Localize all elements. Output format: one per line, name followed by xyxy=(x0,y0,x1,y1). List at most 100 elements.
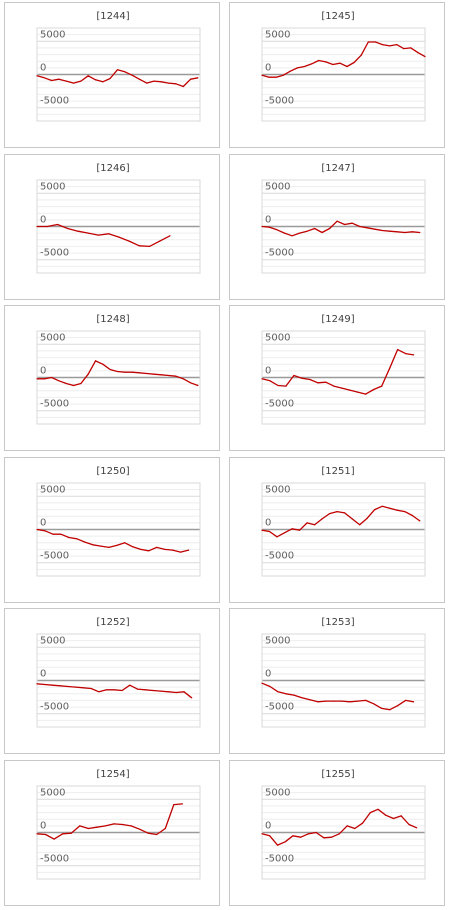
data-point xyxy=(277,691,279,693)
chart-svg: 5000 0 -5000 [1253] xyxy=(261,617,426,728)
data-point xyxy=(374,509,376,511)
data-point xyxy=(261,529,263,531)
data-point xyxy=(75,686,77,688)
data-point xyxy=(344,512,346,514)
data-point xyxy=(381,44,384,46)
data-point xyxy=(190,78,192,80)
data-point xyxy=(381,707,383,709)
series-line xyxy=(37,223,171,248)
series-line xyxy=(36,528,189,553)
data-point xyxy=(283,532,286,534)
data-point xyxy=(396,44,398,46)
data-point xyxy=(331,836,333,838)
data-point xyxy=(349,389,351,391)
data-point xyxy=(138,78,140,80)
data-point xyxy=(338,833,340,835)
data-point xyxy=(261,833,263,835)
data-point xyxy=(377,808,379,810)
data-point xyxy=(277,384,279,387)
series-line xyxy=(261,41,426,78)
data-point xyxy=(354,827,356,830)
data-point xyxy=(109,77,111,80)
data-point xyxy=(65,80,67,82)
data-point xyxy=(301,697,303,699)
data-point xyxy=(336,511,338,513)
y-tick-label: 0 xyxy=(40,215,46,226)
data-point xyxy=(396,231,398,233)
data-point xyxy=(351,222,353,224)
data-point xyxy=(269,380,271,382)
data-point xyxy=(381,385,383,387)
chart-panel: 5000 0 -5000 [1250] xyxy=(4,457,220,603)
data-point xyxy=(341,387,343,389)
data-point xyxy=(121,823,124,826)
data-point xyxy=(275,76,277,78)
data-point xyxy=(323,837,325,839)
chart-svg: 5000 0 -5000 [1252] xyxy=(36,617,201,728)
data-point xyxy=(424,56,426,58)
data-point xyxy=(36,378,38,380)
data-point xyxy=(293,694,295,696)
data-point xyxy=(293,374,295,377)
data-point xyxy=(314,524,316,526)
series-line xyxy=(261,505,421,538)
data-point xyxy=(102,81,104,83)
y-tick-label: 0 xyxy=(40,669,46,680)
y-tick-label: 0 xyxy=(40,821,46,832)
data-point xyxy=(167,691,170,693)
data-point xyxy=(124,371,126,373)
data-point xyxy=(56,223,59,226)
data-point xyxy=(94,360,97,362)
data-point xyxy=(276,844,279,846)
data-point xyxy=(168,82,170,84)
data-point xyxy=(374,41,376,43)
data-point xyxy=(68,536,70,539)
data-point xyxy=(392,817,395,820)
y-tick-label: 5000 xyxy=(40,181,65,192)
data-point xyxy=(51,79,53,82)
data-point xyxy=(131,74,133,76)
data-point xyxy=(309,699,311,701)
y-tick-label: -5000 xyxy=(40,702,69,713)
data-point xyxy=(116,544,118,546)
data-point xyxy=(92,544,94,546)
data-point xyxy=(79,825,81,827)
chart-panel: 5000 0 -5000 [1244] xyxy=(4,2,220,148)
chart-title: [1248] xyxy=(96,314,129,325)
data-point xyxy=(156,546,158,548)
y-tick-label: -5000 xyxy=(40,96,69,107)
data-point xyxy=(261,682,263,684)
data-point xyxy=(73,384,75,387)
data-point xyxy=(168,374,170,377)
chart-svg: 5000 0 -5000 [1245] xyxy=(261,11,426,122)
plot-area-frame xyxy=(261,27,426,122)
data-point xyxy=(138,372,140,374)
data-point xyxy=(389,709,391,711)
data-point xyxy=(106,689,108,691)
data-point xyxy=(58,78,60,80)
y-tick-label: -5000 xyxy=(40,248,69,259)
data-point xyxy=(404,511,406,513)
data-point xyxy=(332,63,334,66)
data-point xyxy=(51,684,54,686)
data-point xyxy=(197,384,199,387)
data-point xyxy=(346,825,348,827)
chart-svg: 5000 0 -5000 [1255] xyxy=(261,769,426,880)
data-point xyxy=(36,528,38,531)
series-line xyxy=(261,348,414,395)
chart-panel: 5000 0 -5000 [1246] xyxy=(4,154,220,300)
chart-panel: 5000 0 -5000 [1245] xyxy=(229,2,445,148)
data-point xyxy=(285,693,287,695)
data-point xyxy=(389,367,391,369)
chart-panel: 5000 0 -5000 [1254] xyxy=(4,760,220,906)
data-point xyxy=(282,74,284,76)
data-point xyxy=(359,225,361,228)
data-point xyxy=(311,63,313,65)
chart-svg: 5000 0 -5000 [1247] xyxy=(261,163,426,274)
chart-svg: 5000 0 -5000 [1246] xyxy=(36,163,201,274)
data-point xyxy=(329,513,331,515)
chart-svg: 5000 0 -5000 [1250] xyxy=(36,466,201,577)
data-point xyxy=(46,225,48,228)
data-point xyxy=(357,391,359,393)
data-point xyxy=(87,75,89,77)
